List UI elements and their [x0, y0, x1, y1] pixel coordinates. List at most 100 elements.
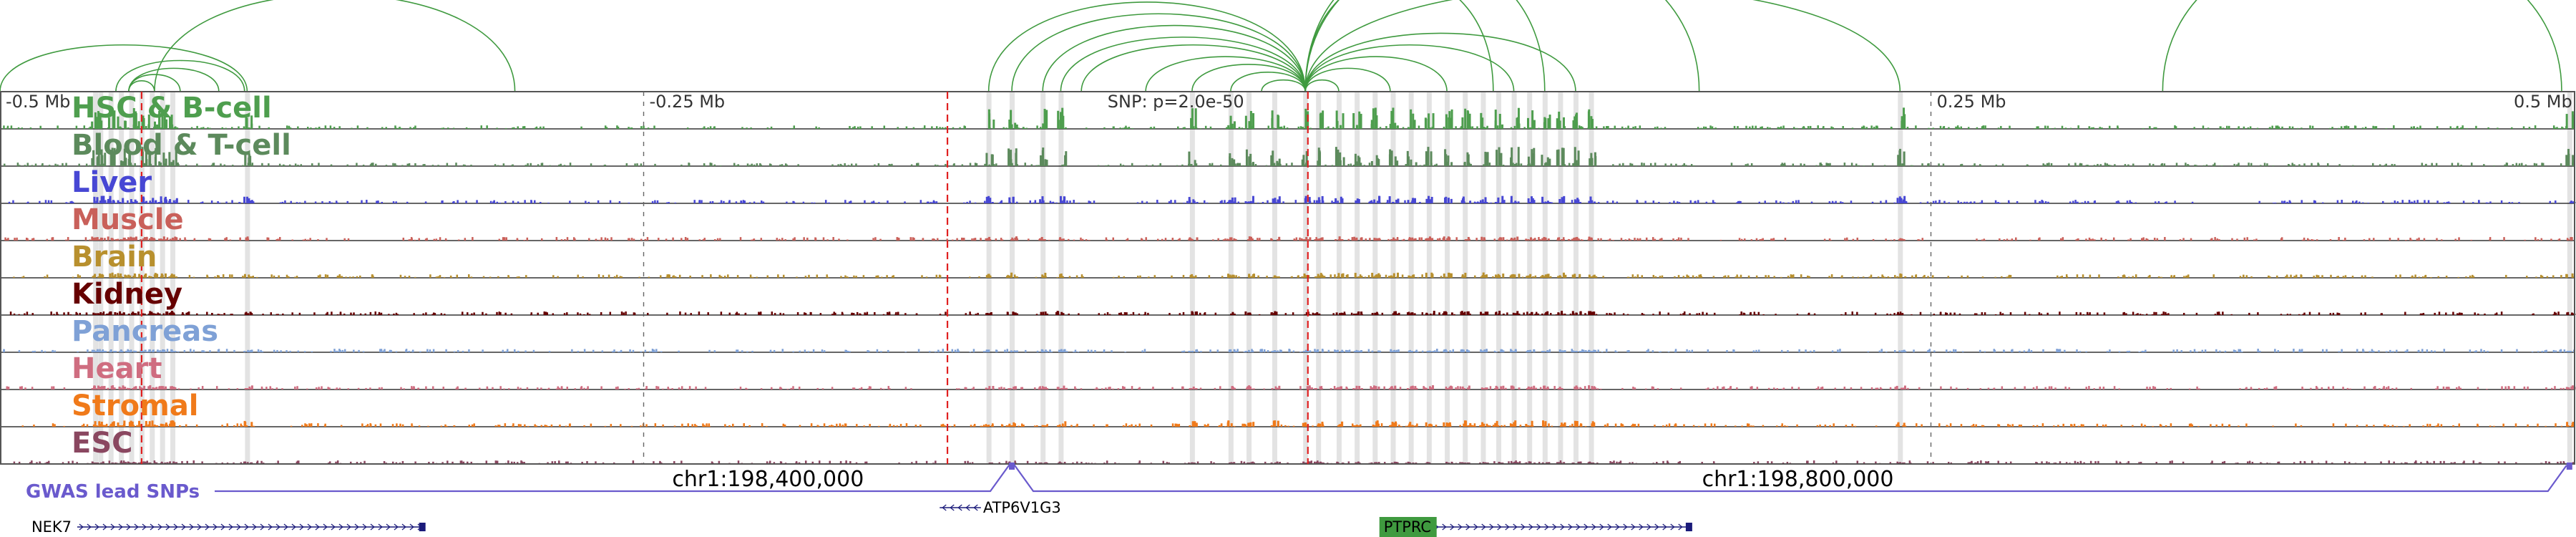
signal-bar — [206, 274, 208, 278]
peak-bar — [1377, 350, 1380, 352]
signal-bar — [1122, 165, 1125, 166]
signal-bar — [1948, 202, 1951, 203]
signal-bar — [388, 351, 391, 352]
peak-bar — [1335, 350, 1337, 352]
signal-bar — [516, 238, 519, 241]
signal-bar — [1402, 238, 1405, 241]
signal-bar — [1049, 350, 1051, 352]
signal-bar — [166, 349, 169, 352]
peak-bar — [1572, 238, 1575, 241]
signal-bar — [572, 237, 575, 241]
signal-bar — [2044, 201, 2047, 203]
signal-bar — [2222, 311, 2224, 315]
signal-bar — [220, 314, 223, 315]
signal-bar — [444, 314, 446, 315]
signal-bar — [566, 386, 568, 390]
signal-bar — [2257, 312, 2259, 315]
signal-bar — [21, 276, 24, 278]
signal-bar — [2216, 238, 2218, 241]
signal-bar — [555, 237, 558, 241]
signal-bar — [819, 313, 822, 315]
peak-bar — [1041, 196, 1044, 203]
signal-bar — [2036, 126, 2038, 129]
signal-bar — [400, 387, 402, 390]
signal-bar — [2074, 163, 2077, 166]
signal-bar — [1657, 388, 1659, 390]
peak-bar — [91, 388, 94, 390]
peak-bar — [985, 351, 988, 352]
peak-bar — [163, 115, 166, 129]
peak-bar — [1480, 313, 1483, 315]
signal-bar — [297, 165, 299, 166]
signal-bar — [723, 276, 726, 278]
peak-bar — [1396, 125, 1399, 129]
peak-bar — [1352, 314, 1355, 315]
signal-bar — [1313, 200, 1316, 203]
signal-bar — [54, 163, 57, 166]
signal-bar — [2161, 314, 2163, 315]
signal-bar — [1055, 311, 1058, 315]
signal-bar — [1605, 126, 1608, 129]
signal-bar — [1457, 386, 1459, 390]
signal-bar — [1035, 276, 1038, 278]
peak-bar — [1394, 387, 1397, 390]
peak-bar — [1542, 385, 1545, 390]
peak-bar — [1563, 314, 1566, 315]
signal-bar — [2458, 237, 2460, 241]
peak-bar — [150, 238, 152, 241]
peak-bar — [140, 349, 142, 352]
signal-bar — [566, 312, 568, 315]
peak-bar — [1425, 387, 1428, 390]
peak-bar — [94, 237, 97, 241]
signal-bar — [2328, 386, 2330, 390]
signal-bar — [784, 239, 786, 241]
peak-bar — [1043, 109, 1046, 129]
signal-bar — [2145, 238, 2147, 241]
signal-bar — [1976, 313, 1978, 315]
signal-bar — [1068, 276, 1071, 278]
signal-bar — [281, 201, 284, 203]
peak-bar — [1571, 274, 1574, 278]
signal-bar — [1423, 386, 1425, 390]
signal-bar — [921, 275, 923, 278]
peak-bar — [1901, 313, 1904, 315]
signal-bar — [162, 313, 165, 315]
signal-bar — [2313, 200, 2316, 203]
peak-bar — [1354, 273, 1357, 278]
signal-bar — [2551, 387, 2553, 390]
peak-bar — [102, 314, 104, 315]
peak-bar — [1342, 314, 1345, 315]
peak-bar — [1546, 351, 1548, 352]
signal-bar — [684, 237, 687, 241]
peak-bar — [1448, 387, 1451, 390]
signal-bar — [2418, 349, 2420, 352]
peak-bar — [992, 386, 995, 390]
signal-bar — [1727, 275, 1729, 278]
signal-bar — [1035, 165, 1038, 166]
peak-bar — [1502, 274, 1505, 278]
signal-bar — [2085, 165, 2088, 166]
peak-bar — [1460, 311, 1463, 315]
signal-bar — [1404, 200, 1406, 203]
signal-bar — [523, 126, 526, 129]
signal-bar — [1698, 313, 1701, 315]
peak-bar — [1012, 196, 1015, 203]
peak-bar — [1304, 164, 1307, 166]
signal-bar — [2505, 274, 2507, 278]
signal-bar — [546, 312, 548, 315]
peak-bar — [1322, 275, 1324, 278]
signal-bar — [1153, 126, 1156, 129]
signal-bar — [2293, 276, 2296, 278]
signal-bar — [1887, 276, 1890, 278]
signal-bar — [1775, 200, 1777, 203]
peak-bar — [1594, 152, 1596, 166]
signal-bar — [580, 126, 582, 129]
peak-bar — [1191, 274, 1194, 278]
signal-bar — [311, 163, 313, 166]
signal-bar — [1651, 386, 1654, 390]
peak-bar — [1303, 274, 1306, 278]
signal-bar — [1094, 388, 1096, 390]
signal-bar — [2027, 350, 2029, 352]
signal-bar — [424, 164, 426, 166]
peak-bar — [1335, 388, 1338, 390]
